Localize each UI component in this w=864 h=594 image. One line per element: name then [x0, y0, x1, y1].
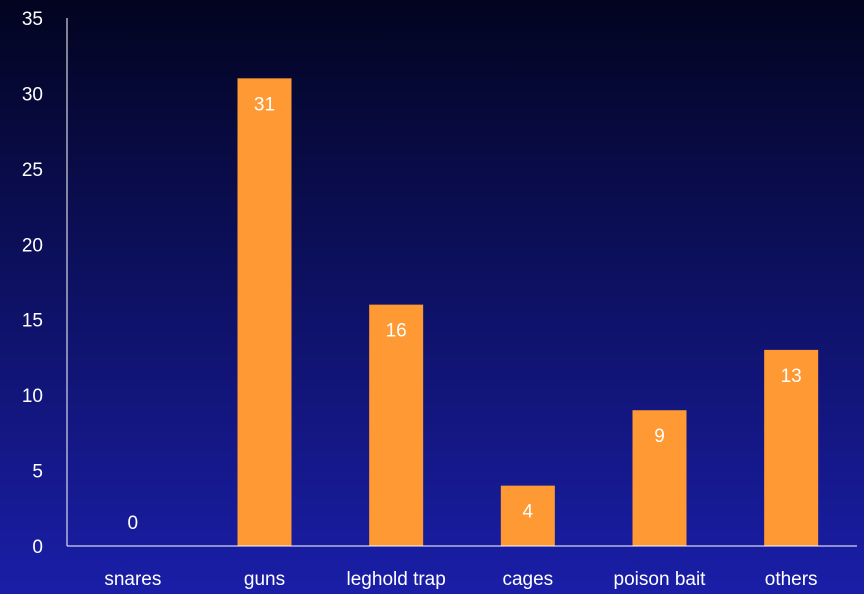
y-tick-label: 0 — [32, 537, 43, 558]
data-label: 13 — [781, 366, 802, 387]
data-label: 31 — [254, 94, 275, 115]
y-tick-label: 25 — [22, 160, 43, 181]
y-tick-label: 5 — [32, 462, 43, 483]
data-label: 4 — [523, 502, 534, 523]
x-tick-label: guns — [244, 569, 285, 590]
data-label: 0 — [128, 513, 139, 534]
x-tick-label: others — [765, 569, 818, 590]
data-label: 16 — [386, 321, 407, 342]
y-tick-label: 35 — [22, 9, 43, 30]
y-tick-label: 30 — [22, 84, 43, 105]
y-tick-label: 15 — [22, 311, 43, 332]
x-tick-label: snares — [104, 569, 161, 590]
y-tick-label: 10 — [22, 386, 43, 407]
y-tick-label: 20 — [22, 235, 43, 256]
x-tick-label: leghold trap — [347, 569, 446, 590]
bar — [238, 78, 292, 546]
x-tick-label: poison bait — [614, 569, 707, 590]
data-label: 9 — [654, 426, 665, 447]
x-tick-label: cages — [502, 569, 553, 590]
